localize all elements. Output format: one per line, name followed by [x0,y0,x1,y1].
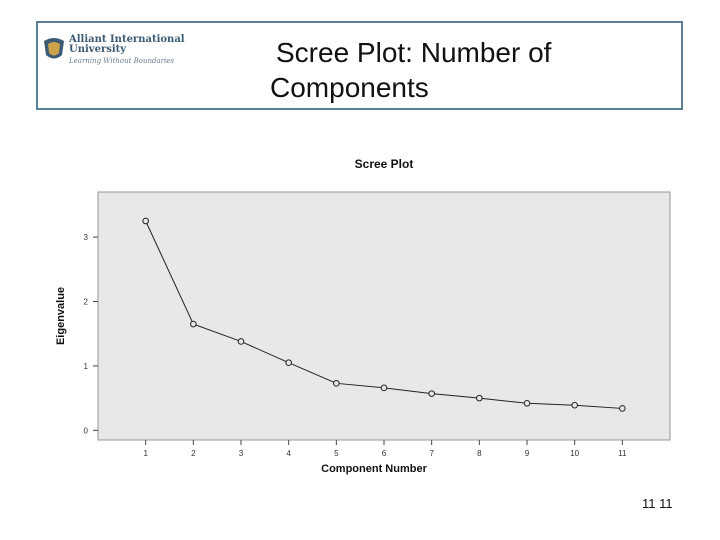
data-point [380,384,388,392]
chart-svg: Scree Plot 0 1 2 3 1 2 3 4 5 6 7 8 9 10 11 Component Num… [55,157,671,475]
data-point [333,380,340,387]
university-logo: Alliant International University Learnin… [42,33,185,69]
data-point [142,217,149,225]
data-point [571,401,578,409]
x-tick-label: 7 [429,449,434,458]
data-point [428,390,435,397]
y-tick-label: 2 [84,298,89,307]
x-tick-label: 6 [382,449,387,458]
y-tick-label: 3 [84,233,89,242]
logo-tagline: Learning Without Boundaries [69,57,175,65]
data-point [237,338,245,345]
slide-title-line1: Scree Plot: Number of [276,37,552,68]
data-point [190,320,197,328]
x-tick-label: 5 [334,449,339,458]
scree-plot-chart: Scree Plot 0 1 2 3 1 2 3 4 5 6 7 8 9 10 11 Component Num… [50,150,690,480]
plot-area [97,191,671,441]
y-tick-label: 1 [84,362,89,371]
header-box: Alliant International University Learnin… [36,21,683,110]
slide-title-line2: Components [270,72,429,103]
x-tick-label: 10 [570,449,579,458]
logo-name: Alliant International University [69,34,185,55]
data-point [476,394,483,402]
slide-title: Scree Plot: Number of Components [270,35,650,105]
x-tick-label: 1 [143,449,148,458]
data-point [523,399,531,407]
page-number: 11 11 [642,496,673,511]
x-tick-label: 4 [286,449,291,458]
y-tick-label: 0 [84,426,89,435]
x-tick-label: 3 [239,449,244,458]
crest-icon [44,38,64,59]
x-axis-label: Component Number [321,463,427,475]
x-tick-label: 11 [618,449,627,458]
y-axis-label: Eigenvalue [55,287,67,345]
chart-title: Scree Plot [355,157,414,171]
x-tick-label: 9 [525,449,530,458]
x-tick-label: 8 [477,449,482,458]
data-point [619,405,626,412]
x-tick-label: 2 [191,449,196,458]
data-point [285,359,292,367]
